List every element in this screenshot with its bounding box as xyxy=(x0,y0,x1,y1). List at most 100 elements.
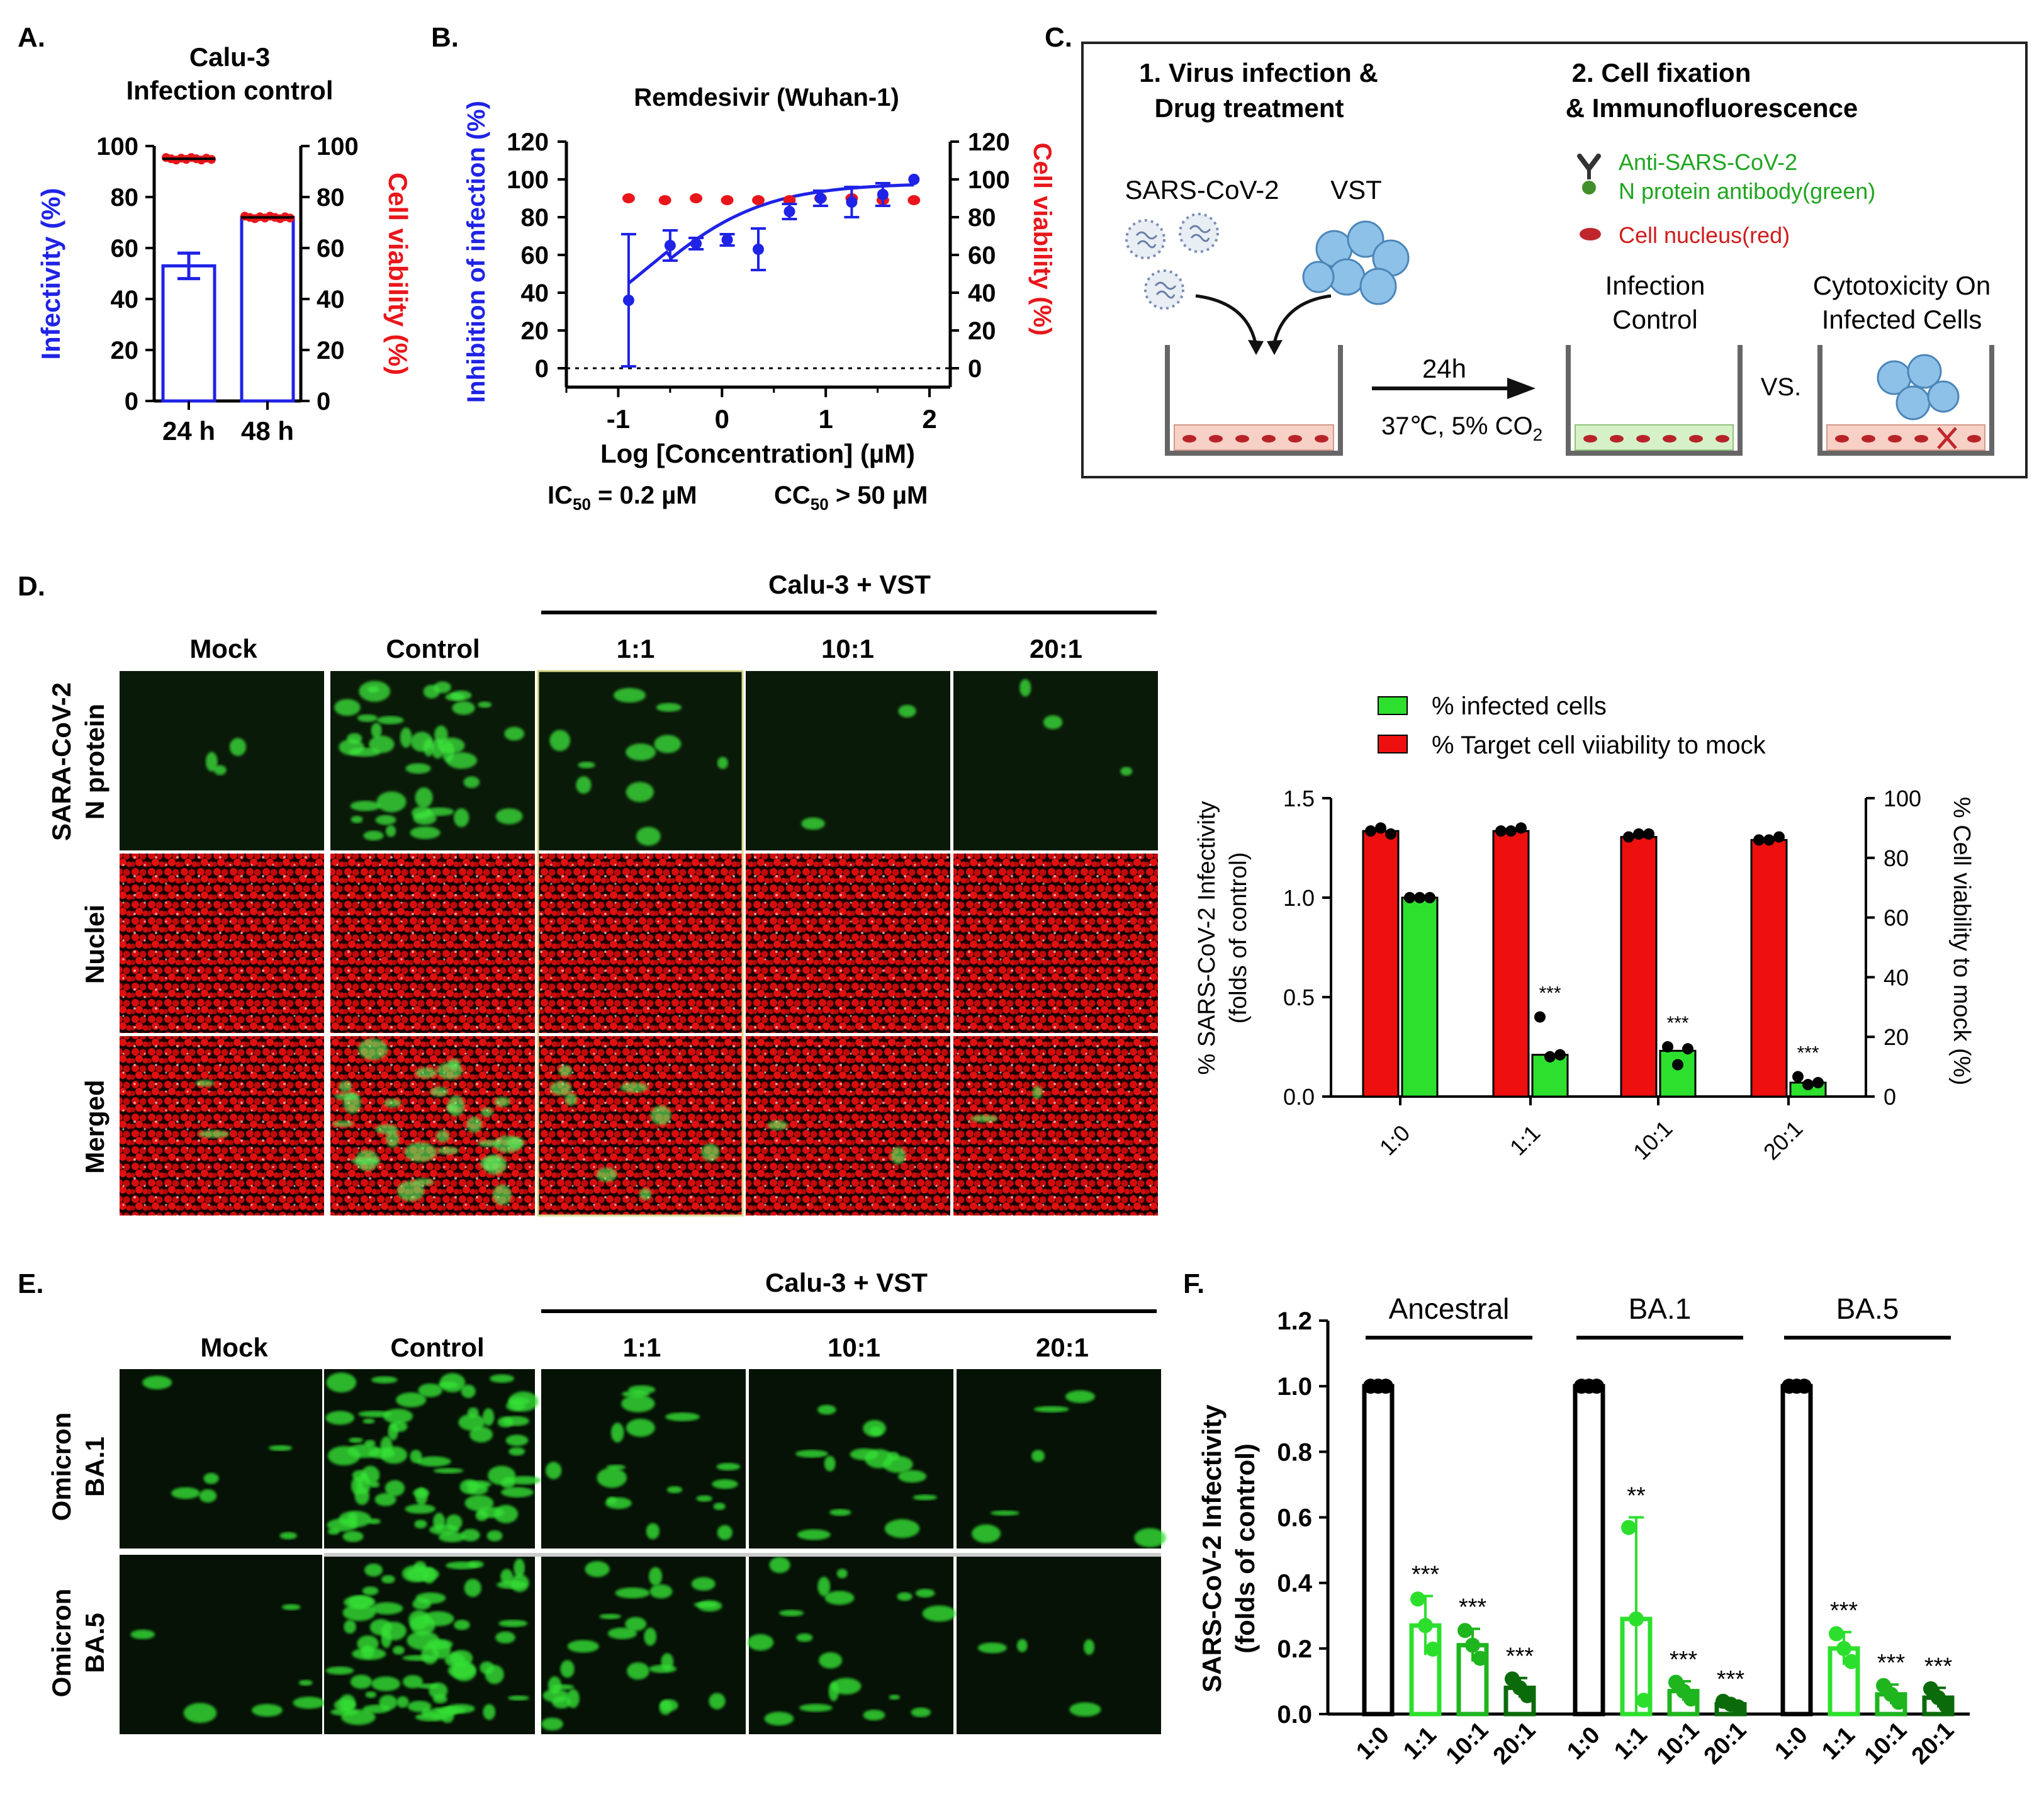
green-cell-signal xyxy=(357,714,378,722)
chart-f-xtick-label: 1:1 xyxy=(1609,1722,1653,1765)
micrograph-tile xyxy=(749,1369,953,1549)
green-cell-signal xyxy=(362,1586,379,1596)
chart-d-point-viability xyxy=(1365,825,1376,837)
micrograph-tile xyxy=(953,671,1158,850)
chart-a-ylabel-right: Cell viability (%) xyxy=(383,172,413,375)
antibody-icon xyxy=(1577,154,1601,195)
green-cell-signal xyxy=(423,684,440,699)
micrograph-tile xyxy=(324,1555,535,1734)
chart-f-significance: *** xyxy=(1412,1562,1440,1588)
chart-f-point xyxy=(1636,1693,1651,1708)
chart-d-bar-infected xyxy=(1401,896,1439,1098)
green-cell-signal xyxy=(467,1484,488,1495)
green-cell-signal xyxy=(1031,1450,1045,1462)
chart-b-xtick-label: 0 xyxy=(715,404,729,434)
chart-b-xtick-label: -1 xyxy=(607,404,630,434)
green-cell-signal xyxy=(1043,715,1063,730)
chart-f-group-label: BA.5 xyxy=(1836,1292,1899,1325)
chart-b-ytick-label-left: 60 xyxy=(521,242,549,269)
green-cell-signal xyxy=(342,1604,376,1622)
green-cell-signal xyxy=(824,1591,855,1605)
panel-e-row-ba1-1: Omicron xyxy=(47,1413,76,1521)
green-cell-signal xyxy=(644,1627,657,1646)
chart-d-ytick-label-right: 100 xyxy=(1884,786,1921,811)
chart-f-significance: *** xyxy=(1717,1666,1745,1693)
chart-a-ytick-label-left: 60 xyxy=(111,235,139,262)
green-cell-signal xyxy=(970,1115,999,1122)
chart-f-significance: *** xyxy=(1670,1647,1698,1673)
green-cell-signal xyxy=(912,1494,938,1501)
chart-b-fit-curve xyxy=(627,183,914,285)
green-cell-signal xyxy=(376,716,404,725)
green-cell-signal xyxy=(407,1700,432,1712)
chart-b-ytick-label-left: 20 xyxy=(521,317,549,345)
incubation-arrowhead-icon xyxy=(1507,378,1536,399)
green-cell-signal xyxy=(385,1480,405,1496)
chart-b-point-inhibition xyxy=(846,196,858,208)
micrograph-background xyxy=(538,671,743,850)
green-cell-signal xyxy=(326,1372,357,1393)
chart-f-bar xyxy=(1573,1384,1605,1717)
chart-f-point xyxy=(1621,1520,1636,1535)
green-cell-signal xyxy=(764,1712,794,1726)
green-cell-signal xyxy=(482,1408,495,1426)
green-cell-signal xyxy=(649,1664,677,1673)
panel-e-header: Calu-3 + VST xyxy=(765,1268,928,1297)
green-cell-signal xyxy=(817,1576,831,1596)
chart-f-xtick-label: 1:0 xyxy=(1770,1722,1813,1765)
chart-d-point-infected xyxy=(1672,1059,1683,1071)
green-cell-signal xyxy=(355,1149,379,1171)
step2-title-line2: & Immunofluorescence xyxy=(1566,93,1858,123)
green-cell-signal xyxy=(481,1107,493,1117)
chart-b-ytick-label-right: 100 xyxy=(968,166,1010,194)
cytotox-label-1: Cytotoxicity On xyxy=(1813,271,1991,300)
green-cell-signal xyxy=(365,1691,377,1698)
green-cell-signal xyxy=(379,1695,398,1710)
green-cell-signal xyxy=(429,1682,448,1699)
green-cell-signal xyxy=(424,807,454,816)
green-cell-signal xyxy=(381,1622,407,1640)
panel-d-row-nuclei: Nuclei xyxy=(80,905,110,984)
chart-f-ytick-label: 0.4 xyxy=(1277,1570,1312,1598)
green-cell-signal xyxy=(386,1130,400,1148)
green-cell-signal xyxy=(585,1561,610,1577)
vst-label: VST xyxy=(1330,175,1382,205)
green-cell-signal xyxy=(717,757,729,769)
chart-f-bar xyxy=(1780,1384,1813,1717)
green-cell-signal xyxy=(142,1375,172,1390)
green-cell-signal xyxy=(475,1509,488,1521)
green-cell-signal xyxy=(388,1423,398,1441)
green-cell-signal xyxy=(863,1710,885,1721)
green-cell-signal xyxy=(416,1456,451,1467)
green-cell-signal xyxy=(922,1605,957,1622)
green-cell-signal xyxy=(1120,767,1133,776)
chart-d-xtick-label: 10:1 xyxy=(1628,1115,1678,1165)
chart-b-point-viability xyxy=(721,195,734,205)
chart-d-significance: *** xyxy=(1797,1042,1819,1063)
green-cell-signal xyxy=(368,1518,381,1525)
green-cell-signal xyxy=(654,735,682,753)
virus-arrow-icon xyxy=(1195,294,1257,344)
green-cell-signal xyxy=(461,1528,480,1542)
green-cell-signal xyxy=(452,701,475,715)
panel-d-header: Calu-3 + VST xyxy=(768,570,931,599)
green-cell-signal xyxy=(468,1560,484,1568)
green-cell-signal xyxy=(351,1477,363,1495)
green-cell-signal xyxy=(606,1496,617,1504)
green-cell-signal xyxy=(648,1567,663,1586)
green-cell-signal xyxy=(626,782,654,803)
chart-b-xlabel: Log [Concentration] (µM) xyxy=(600,439,915,468)
chart-f-xtick-label: 10:1 xyxy=(1441,1717,1493,1769)
chart-a-title-line1: Calu-3 xyxy=(189,42,270,72)
green-cell-signal xyxy=(430,1086,449,1097)
green-cell-signal xyxy=(483,1154,507,1175)
green-cell-signal xyxy=(464,1579,481,1598)
green-cell-signal xyxy=(298,1679,313,1686)
chart-a-title-line2: Infection control xyxy=(126,76,334,105)
chart-a-bar-infectivity xyxy=(240,215,295,403)
legend-label-viability: % Target cell viiability to mock xyxy=(1432,731,1766,759)
chart-b-ytick-label-right: 0 xyxy=(968,355,982,383)
chart-f-ylabel-2: (folds of control) xyxy=(1230,1443,1260,1654)
chart-b-title: Remdesivir (Wuhan-1) xyxy=(634,84,899,111)
